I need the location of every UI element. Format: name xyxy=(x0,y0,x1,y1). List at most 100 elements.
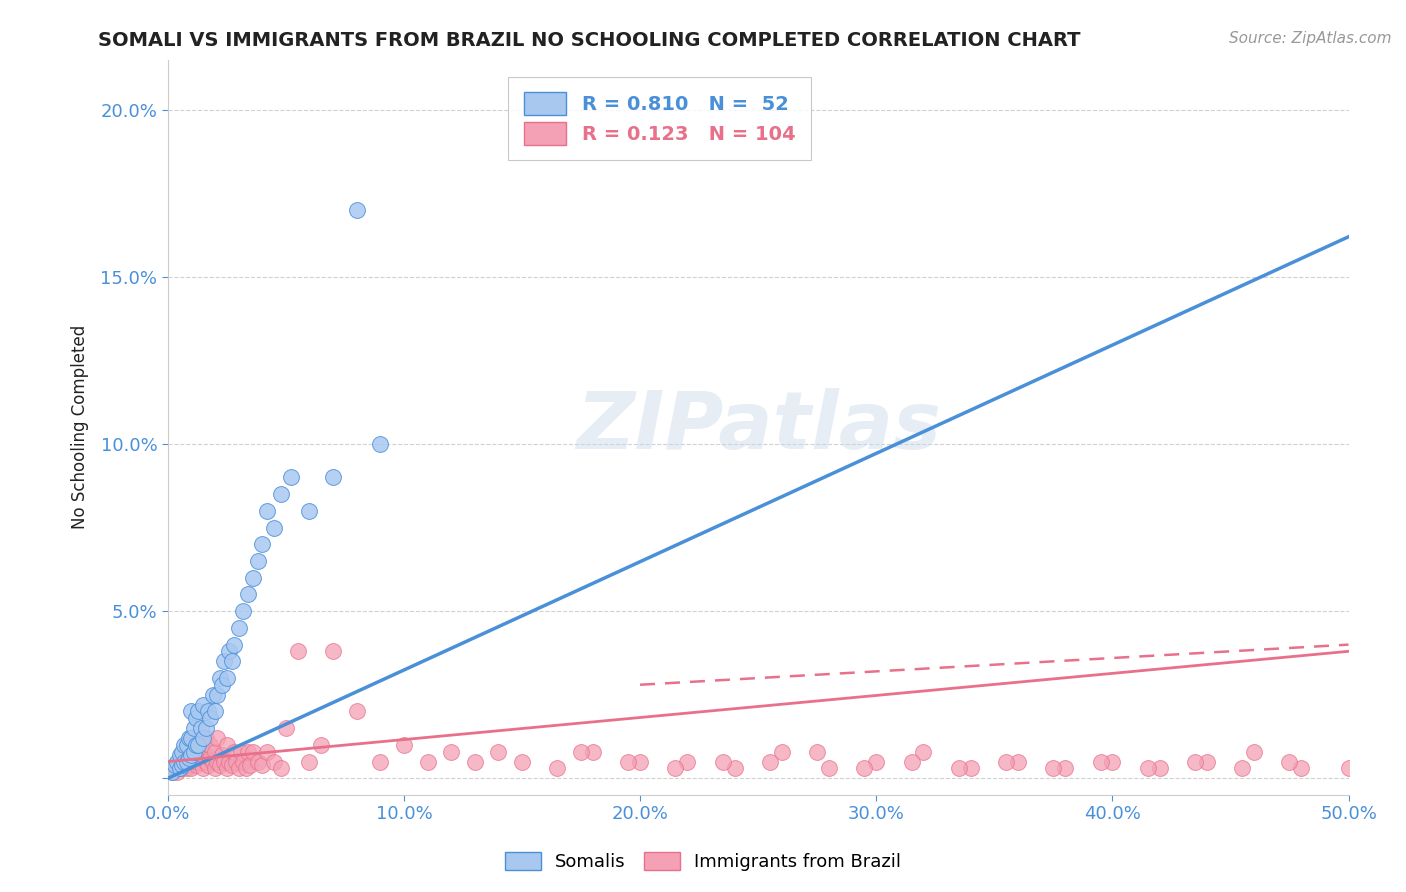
Point xyxy=(256,745,278,759)
Point xyxy=(173,755,195,769)
Point xyxy=(239,758,262,772)
Point xyxy=(193,698,215,712)
Point xyxy=(162,764,184,779)
Text: ZIPatlas: ZIPatlas xyxy=(575,388,941,467)
Point xyxy=(176,738,198,752)
Point xyxy=(582,745,605,759)
Point xyxy=(322,644,344,658)
Point xyxy=(169,747,191,762)
Point xyxy=(256,504,278,518)
Point xyxy=(1136,761,1159,775)
Point xyxy=(190,751,212,765)
Point xyxy=(193,761,215,775)
Point xyxy=(207,755,229,769)
Point xyxy=(298,504,321,518)
Point xyxy=(197,705,219,719)
Point xyxy=(416,755,439,769)
Point xyxy=(1243,745,1265,759)
Point xyxy=(1195,755,1218,769)
Point xyxy=(853,761,876,775)
Point xyxy=(242,745,264,759)
Point xyxy=(510,755,533,769)
Legend: Somalis, Immigrants from Brazil: Somalis, Immigrants from Brazil xyxy=(498,845,908,879)
Point xyxy=(183,755,205,769)
Point xyxy=(207,731,229,746)
Point xyxy=(173,758,195,772)
Point xyxy=(176,761,198,775)
Point xyxy=(368,755,391,769)
Point xyxy=(169,761,191,775)
Point xyxy=(166,764,188,779)
Point xyxy=(197,758,219,772)
Point xyxy=(229,745,252,759)
Point xyxy=(218,755,240,769)
Point xyxy=(176,738,198,752)
Point xyxy=(222,745,245,759)
Point xyxy=(187,755,209,769)
Legend: R = 0.810   N =  52, R = 0.123   N = 104: R = 0.810 N = 52, R = 0.123 N = 104 xyxy=(508,77,811,161)
Point xyxy=(177,751,200,765)
Point xyxy=(222,638,245,652)
Point xyxy=(214,654,236,668)
Point xyxy=(218,644,240,658)
Point xyxy=(309,738,332,752)
Point xyxy=(900,755,922,769)
Point xyxy=(1054,761,1077,775)
Point xyxy=(346,202,368,217)
Text: Source: ZipAtlas.com: Source: ZipAtlas.com xyxy=(1229,31,1392,46)
Point xyxy=(201,688,224,702)
Point xyxy=(246,755,269,769)
Point xyxy=(166,755,188,769)
Point xyxy=(617,755,640,769)
Point xyxy=(228,621,250,635)
Point xyxy=(806,745,828,759)
Point xyxy=(770,745,793,759)
Point xyxy=(200,751,222,765)
Point xyxy=(173,745,195,759)
Point xyxy=(569,745,592,759)
Point xyxy=(176,751,198,765)
Point xyxy=(176,755,198,769)
Text: SOMALI VS IMMIGRANTS FROM BRAZIL NO SCHOOLING COMPLETED CORRELATION CHART: SOMALI VS IMMIGRANTS FROM BRAZIL NO SCHO… xyxy=(98,31,1081,50)
Point xyxy=(1291,761,1313,775)
Point xyxy=(723,761,745,775)
Point xyxy=(711,755,734,769)
Point xyxy=(215,738,238,752)
Point xyxy=(169,755,191,769)
Point xyxy=(204,761,226,775)
Point xyxy=(204,705,226,719)
Point xyxy=(215,671,238,685)
Point xyxy=(180,747,202,762)
Point xyxy=(959,761,981,775)
Point xyxy=(211,678,233,692)
Point xyxy=(664,761,686,775)
Point xyxy=(274,721,297,735)
Point xyxy=(194,721,217,735)
Point xyxy=(200,711,222,725)
Point xyxy=(200,738,222,752)
Point xyxy=(214,755,236,769)
Point xyxy=(392,738,415,752)
Point xyxy=(270,761,292,775)
Point xyxy=(1232,761,1254,775)
Point xyxy=(1149,761,1171,775)
Point xyxy=(190,721,212,735)
Point xyxy=(464,755,486,769)
Point xyxy=(912,745,935,759)
Point xyxy=(169,761,191,775)
Point xyxy=(232,604,254,618)
Point xyxy=(1278,755,1301,769)
Point xyxy=(184,738,207,752)
Point xyxy=(184,758,207,772)
Point xyxy=(546,761,568,775)
Point xyxy=(246,554,269,568)
Point xyxy=(173,738,195,752)
Point xyxy=(194,731,217,746)
Point xyxy=(759,755,782,769)
Point xyxy=(228,761,250,775)
Point xyxy=(184,711,207,725)
Point xyxy=(225,755,247,769)
Point xyxy=(263,755,285,769)
Point xyxy=(628,755,651,769)
Point xyxy=(280,470,302,484)
